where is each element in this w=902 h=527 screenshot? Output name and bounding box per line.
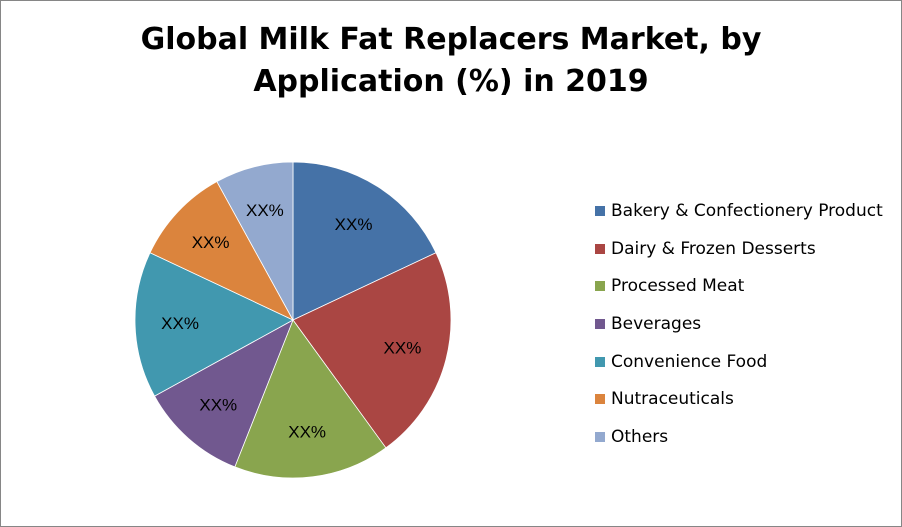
chart-title: Global Milk Fat Replacers Market, by App… (1, 19, 901, 103)
legend-swatch (595, 318, 605, 329)
slice-data-label-6: XX% (246, 201, 284, 220)
pie-slice-4 (134, 252, 294, 397)
legend-item-2: Processed Meat (595, 267, 883, 305)
legend-label: Nutraceuticals (611, 389, 734, 410)
slice-data-label-0: XX% (335, 215, 373, 234)
legend-item-1: Dairy & Frozen Desserts (595, 230, 883, 268)
chart-title-line-2: Application (%) in 2019 (253, 64, 649, 99)
legend-item-3: Beverages (595, 305, 883, 343)
legend-swatch (595, 431, 605, 442)
chart-title-line-1: Global Milk Fat Replacers Market, by (140, 22, 762, 57)
legend-label: Beverages (611, 313, 702, 334)
legend-label: Others (611, 426, 669, 447)
legend-item-5: Nutraceuticals (595, 380, 883, 418)
slice-data-label-4: XX% (161, 314, 199, 333)
legend-swatch (595, 205, 605, 216)
legend: Bakery & Confectionery Product Dairy & Fr… (595, 192, 883, 456)
pie-slice-5 (149, 181, 294, 321)
legend-label: Processed Meat (611, 276, 745, 297)
pie-slice-0 (292, 161, 437, 321)
legend-swatch (595, 243, 605, 254)
pie-slice-2 (234, 319, 387, 479)
legend-label: Bakery & Confectionery Product (611, 200, 883, 221)
legend-item-4: Convenience Food (595, 343, 883, 381)
slice-data-label-2: XX% (288, 423, 326, 442)
legend-item-0: Bakery & Confectionery Product (595, 192, 883, 230)
legend-label: Dairy & Frozen Desserts (611, 238, 816, 259)
pie-slice-6 (216, 161, 294, 321)
legend-label: Convenience Food (611, 351, 768, 372)
slice-data-label-5: XX% (192, 233, 230, 252)
slice-data-label-3: XX% (199, 395, 237, 414)
legend-swatch (595, 281, 605, 292)
legend-swatch (595, 356, 605, 367)
legend-swatch (595, 394, 605, 405)
pie-slice-3 (154, 319, 294, 468)
pie-slice-1 (292, 252, 452, 449)
slice-data-label-1: XX% (384, 339, 422, 358)
legend-item-6: Others (595, 418, 883, 456)
